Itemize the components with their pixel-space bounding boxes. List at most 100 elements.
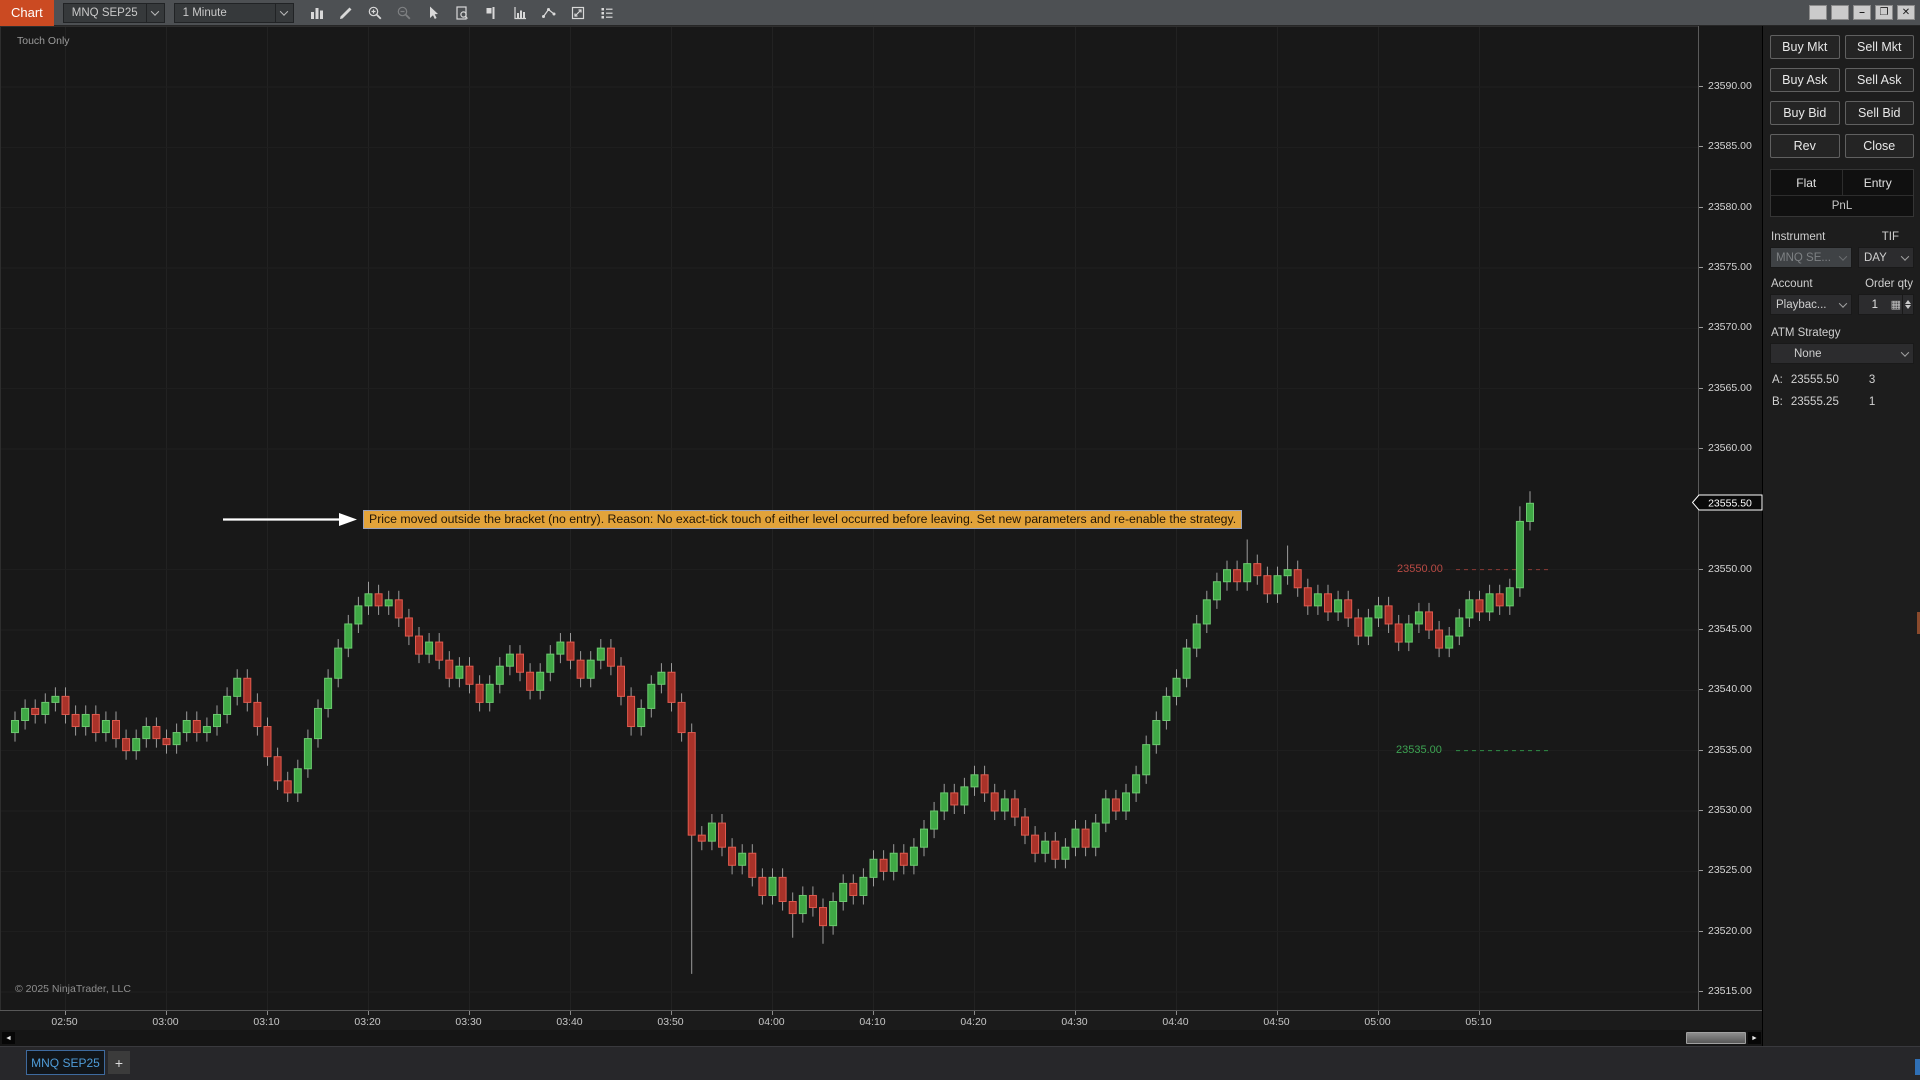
scrollbar-thumb[interactable] bbox=[1686, 1032, 1746, 1044]
time-tick-label: 04:30 bbox=[1061, 1016, 1088, 1028]
candle bbox=[1445, 626, 1454, 658]
price-tick-label: 23520.00 bbox=[1708, 924, 1752, 937]
properties-icon[interactable] bbox=[596, 2, 618, 24]
candle bbox=[505, 645, 514, 676]
snapshot-icon[interactable] bbox=[567, 2, 589, 24]
chart-style-icon[interactable] bbox=[306, 2, 328, 24]
time-tick-label: 04:00 bbox=[758, 1016, 785, 1028]
panel-toggle-2-button[interactable] bbox=[1831, 5, 1849, 20]
sell-bid-button[interactable]: Sell Bid bbox=[1844, 101, 1914, 125]
panel-toggle-1-button[interactable] bbox=[1809, 5, 1827, 20]
interval-select[interactable]: 1 Minute bbox=[173, 2, 294, 23]
account-dropdown-value: Playbac... bbox=[1776, 298, 1827, 311]
candle bbox=[1071, 820, 1080, 857]
entry-status[interactable]: Entry bbox=[1841, 170, 1914, 195]
time-tick-label: 02:50 bbox=[51, 1016, 78, 1028]
candle bbox=[728, 838, 737, 875]
time-tick bbox=[670, 1011, 672, 1015]
time-tick-label: 05:10 bbox=[1465, 1016, 1492, 1028]
candle bbox=[930, 801, 939, 839]
tif-dropdown[interactable]: DAY bbox=[1858, 247, 1914, 268]
price-axis[interactable]: 23555.50 23590.00 23585.00 23580.00 23575.0… bbox=[1692, 26, 1763, 1010]
last-price-value: 23555.50 bbox=[1708, 497, 1752, 509]
bid-size: 1 bbox=[1868, 396, 1876, 408]
price-tick bbox=[1699, 327, 1703, 329]
rev-button[interactable]: Rev bbox=[1770, 134, 1840, 158]
buy-ask-button[interactable]: Buy Ask bbox=[1770, 68, 1840, 92]
minimize-button[interactable]: – bbox=[1853, 5, 1871, 20]
instrument-select[interactable]: MNQ SEP25 bbox=[62, 2, 165, 23]
candle bbox=[819, 898, 827, 944]
pointer-icon[interactable] bbox=[422, 2, 444, 24]
price-tick-label: 23570.00 bbox=[1708, 321, 1752, 334]
candle bbox=[485, 675, 494, 712]
price-tick-label: 23545.00 bbox=[1708, 623, 1752, 635]
chart-menu-button[interactable]: Chart bbox=[0, 0, 54, 26]
time-tick bbox=[1175, 1011, 1177, 1015]
candle bbox=[526, 663, 535, 700]
drawing-tools-icon[interactable] bbox=[335, 2, 357, 24]
strategies-icon[interactable] bbox=[538, 2, 560, 24]
candle bbox=[606, 639, 615, 676]
candle bbox=[546, 645, 555, 682]
candle bbox=[192, 711, 201, 742]
scroll-left-button[interactable]: ◄ bbox=[2, 1032, 15, 1044]
zoom-in-icon[interactable] bbox=[364, 2, 386, 24]
corner-accent bbox=[1915, 1059, 1920, 1075]
indicators-icon[interactable] bbox=[509, 2, 531, 24]
chart-plot[interactable]: Touch Only Price moved outside the brack… bbox=[0, 26, 1698, 1010]
chart-scrollbar: ◄ ► bbox=[0, 1030, 1762, 1046]
candle bbox=[1414, 602, 1423, 634]
candle bbox=[960, 777, 969, 815]
atm-strategy-dropdown[interactable]: None bbox=[1770, 343, 1914, 364]
time-tick-label: 05:00 bbox=[1364, 1016, 1391, 1028]
candle bbox=[1021, 807, 1029, 845]
buy-bid-button[interactable]: Buy Bid bbox=[1770, 101, 1840, 125]
time-tick-label: 04:40 bbox=[1162, 1016, 1189, 1028]
annotation-arrow bbox=[223, 513, 357, 526]
time-tick bbox=[973, 1011, 975, 1015]
ask-prefix: A: bbox=[1772, 374, 1783, 386]
scroll-right-button[interactable]: ► bbox=[1748, 1032, 1761, 1044]
chevron-down-icon bbox=[1900, 347, 1910, 357]
report-icon[interactable] bbox=[451, 2, 473, 24]
calculator-icon[interactable]: ▦ bbox=[1890, 299, 1901, 311]
sell-ask-button[interactable]: Sell Ask bbox=[1844, 68, 1914, 92]
order-qty-stepper[interactable]: 1 ▦ bbox=[1858, 294, 1914, 315]
window-controls: – ❐ ✕ bbox=[1809, 5, 1920, 20]
candle bbox=[808, 886, 817, 917]
chart-trader-icon[interactable] bbox=[480, 2, 502, 24]
candle bbox=[889, 844, 898, 881]
zoom-out-icon[interactable] bbox=[393, 2, 415, 24]
candle bbox=[657, 663, 666, 694]
close-button[interactable]: Close bbox=[1844, 134, 1914, 158]
add-tab-button[interactable]: + bbox=[108, 1051, 130, 1074]
candle bbox=[213, 705, 221, 736]
candle bbox=[81, 705, 90, 736]
candle bbox=[617, 657, 625, 706]
account-dropdown[interactable]: Playbac... bbox=[1770, 294, 1852, 315]
candle bbox=[748, 844, 757, 887]
time-tick-label: 03:10 bbox=[253, 1016, 280, 1028]
candle bbox=[859, 868, 868, 905]
candle bbox=[1172, 669, 1181, 706]
sell-mkt-button[interactable]: Sell Mkt bbox=[1844, 35, 1914, 59]
candle bbox=[293, 759, 302, 802]
buy-mkt-button[interactable]: Buy Mkt bbox=[1770, 35, 1840, 59]
candle bbox=[920, 820, 928, 857]
candle bbox=[233, 669, 242, 706]
flat-status[interactable]: Flat bbox=[1796, 175, 1817, 190]
candle bbox=[152, 717, 161, 748]
close-button[interactable]: ✕ bbox=[1897, 5, 1915, 20]
candle bbox=[283, 771, 292, 802]
time-axis[interactable]: 02:50 03:00 03:10 03:20 03:30 03:40 03:50 04:00… bbox=[0, 1010, 1762, 1030]
tab-mnq-sep25[interactable]: MNQ SEP25 bbox=[26, 1050, 105, 1075]
candle bbox=[1313, 584, 1322, 615]
instrument-dropdown[interactable]: MNQ SE... bbox=[1770, 247, 1852, 268]
qty-spinner[interactable] bbox=[1902, 295, 1913, 314]
candle bbox=[1202, 590, 1211, 634]
candle bbox=[243, 669, 252, 712]
instrument-dropdown-value: MNQ SE... bbox=[1776, 251, 1831, 264]
restore-button[interactable]: ❐ bbox=[1875, 5, 1893, 20]
candle bbox=[394, 590, 403, 627]
